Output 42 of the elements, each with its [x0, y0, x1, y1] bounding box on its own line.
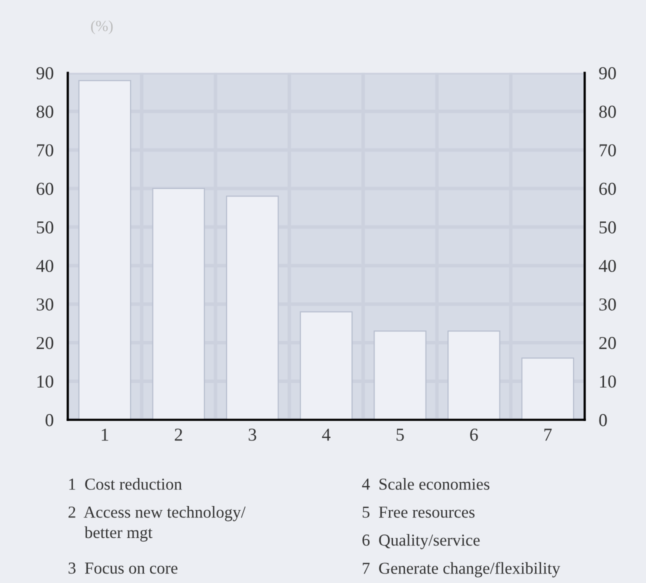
text: 2 Access new technology/ better mgt — [68, 506, 246, 542]
x-tick-label: 4 — [322, 428, 330, 441]
y-tick-label: 0 — [46, 414, 54, 426]
y-tick-label: 60 — [36, 182, 54, 195]
bar — [521, 358, 574, 420]
y2-tick-label: 70 — [600, 144, 616, 156]
bar — [78, 80, 132, 420]
y-tick-label: 30 — [36, 298, 54, 311]
y-tick-label: 10 — [37, 375, 54, 388]
text: 6 Quality/service — [362, 534, 480, 550]
bar — [447, 330, 500, 420]
y-tick-label: 20 — [36, 336, 54, 350]
x-tick-label: 7 — [544, 428, 552, 441]
bar — [300, 311, 353, 420]
bar — [152, 188, 205, 420]
y2-tick-label: 20 — [599, 336, 616, 350]
x-tick-label: 3 — [248, 428, 256, 441]
y-tick-label: 40 — [36, 260, 54, 272]
text: 7 Generate change/flexibility — [362, 562, 560, 578]
x-tick-label: 5 — [396, 428, 404, 441]
x-tick-label: 2 — [174, 428, 182, 441]
text: 5 Free resources — [362, 506, 475, 518]
bar — [226, 196, 279, 420]
text: 4 Scale economies — [362, 478, 490, 490]
bar — [374, 330, 426, 420]
x-tick-label: 1 — [102, 428, 108, 441]
y2-tick-label: 90 — [599, 67, 616, 80]
y2-tick-label: 40 — [598, 260, 616, 272]
text: 3 Focus on core — [68, 562, 178, 574]
y-axis-title: (%) — [91, 20, 113, 34]
y2-tick-label: 80 — [599, 106, 616, 118]
y-tick-label: 80 — [36, 106, 54, 118]
y-tick-label: 70 — [37, 144, 54, 156]
y2-tick-label: 60 — [599, 182, 616, 195]
y2-tick-label: 50 — [600, 221, 616, 234]
y2-tick-label: 0 — [599, 414, 607, 426]
y-tick-label: 50 — [36, 221, 54, 234]
y2-tick-label: 10 — [600, 375, 616, 388]
y-tick-label: 90 — [36, 67, 54, 80]
text: 1 Cost reduction — [69, 478, 182, 490]
x-tick-label: 6 — [470, 428, 478, 441]
y2-tick-label: 30 — [599, 298, 616, 311]
